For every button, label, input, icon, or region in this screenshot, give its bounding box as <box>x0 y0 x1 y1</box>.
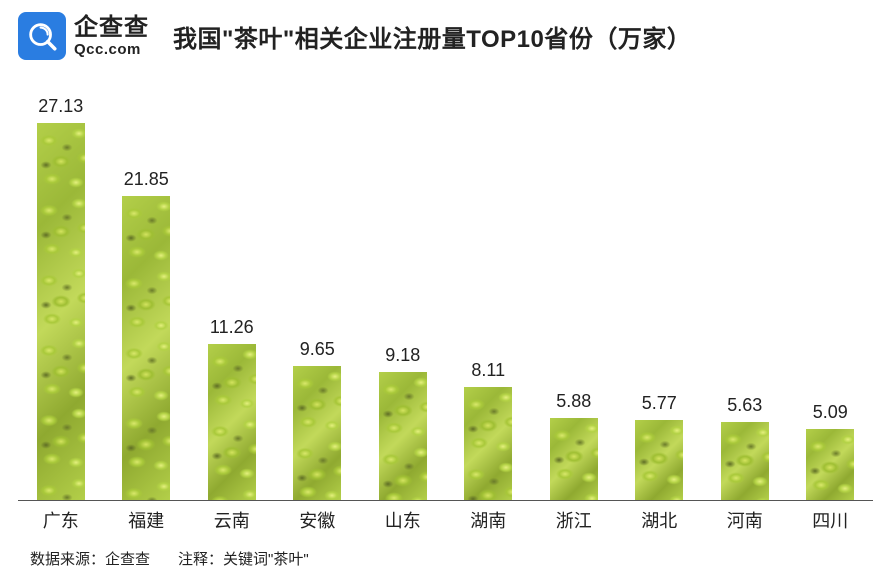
bar-column: 9.18 <box>379 345 427 500</box>
bar-value-label: 5.88 <box>556 391 591 412</box>
bar <box>806 429 854 500</box>
bar-column: 5.09 <box>806 402 854 500</box>
bar <box>464 387 512 500</box>
footer-notes: 数据来源：企查查 注释：关键词"茶叶" <box>30 548 309 569</box>
bar-value-label: 5.77 <box>642 393 677 414</box>
logo: 企查查 Qcc.com <box>18 12 149 60</box>
bar-value-label: 9.18 <box>385 345 420 366</box>
chart-area: 27.13 21.85 11.26 9.65 9.18 8.11 5.88 5.77 5.63 5… <box>18 82 873 501</box>
bar <box>635 420 683 500</box>
bar-value-label: 5.63 <box>727 395 762 416</box>
logo-cn: 企查查 <box>74 14 149 42</box>
logo-icon <box>18 12 66 60</box>
x-category-label: 湖南 <box>470 507 506 533</box>
x-category-label: 福建 <box>128 507 164 533</box>
bar-column: 5.88 <box>550 391 598 500</box>
bar-column: 8.11 <box>464 360 512 500</box>
bar-value-label: 5.09 <box>813 402 848 423</box>
x-category-label: 湖北 <box>641 507 677 533</box>
plot-area: 27.13 21.85 11.26 9.65 9.18 8.11 5.88 5.77 5.63 5… <box>18 82 873 501</box>
x-axis-labels: 广东 福建 云南 安徽 山东 湖南 浙江 湖北 河南 四川 <box>18 507 873 535</box>
source-note: 数据来源：企查查 <box>30 548 150 569</box>
logo-en: Qcc.com <box>74 41 149 58</box>
bar-value-label: 8.11 <box>471 360 505 381</box>
bar <box>208 344 256 500</box>
bar <box>550 418 598 500</box>
bar <box>37 123 85 500</box>
bar-value-label: 21.85 <box>124 169 169 190</box>
header: 企查查 Qcc.com 我国"茶叶"相关企业注册量TOP10省份（万家） <box>0 0 883 60</box>
note-value: 关键词"茶叶" <box>223 551 309 568</box>
source-label: 数据来源： <box>30 551 105 568</box>
bar <box>122 196 170 500</box>
bar-column: 21.85 <box>122 169 170 500</box>
x-category-label: 四川 <box>812 507 848 533</box>
annotation-note: 注释：关键词"茶叶" <box>178 548 309 569</box>
x-category-label: 云南 <box>214 507 250 533</box>
x-category-label: 山东 <box>385 507 421 533</box>
bar-column: 5.63 <box>721 395 769 500</box>
x-category-label: 浙江 <box>556 507 592 533</box>
note-label: 注释： <box>178 551 223 568</box>
x-category-label: 安徽 <box>299 507 335 533</box>
x-category-label: 河南 <box>727 507 763 533</box>
x-category-label: 广东 <box>43 507 79 533</box>
bar-column: 9.65 <box>293 339 341 500</box>
logo-text: 企查查 Qcc.com <box>74 14 149 59</box>
qcc-magnifier-icon <box>25 19 59 53</box>
bar-value-label: 27.13 <box>38 96 83 117</box>
bar-value-label: 9.65 <box>300 339 335 360</box>
bar-column: 11.26 <box>208 317 256 500</box>
bar-column: 5.77 <box>635 393 683 500</box>
bar-column: 27.13 <box>37 96 85 500</box>
source-value: 企查查 <box>105 551 150 568</box>
chart-title: 我国"茶叶"相关企业注册量TOP10省份（万家） <box>173 19 691 54</box>
bar <box>379 372 427 500</box>
bar <box>293 366 341 500</box>
bar-value-label: 11.26 <box>210 317 254 338</box>
bar <box>721 422 769 500</box>
